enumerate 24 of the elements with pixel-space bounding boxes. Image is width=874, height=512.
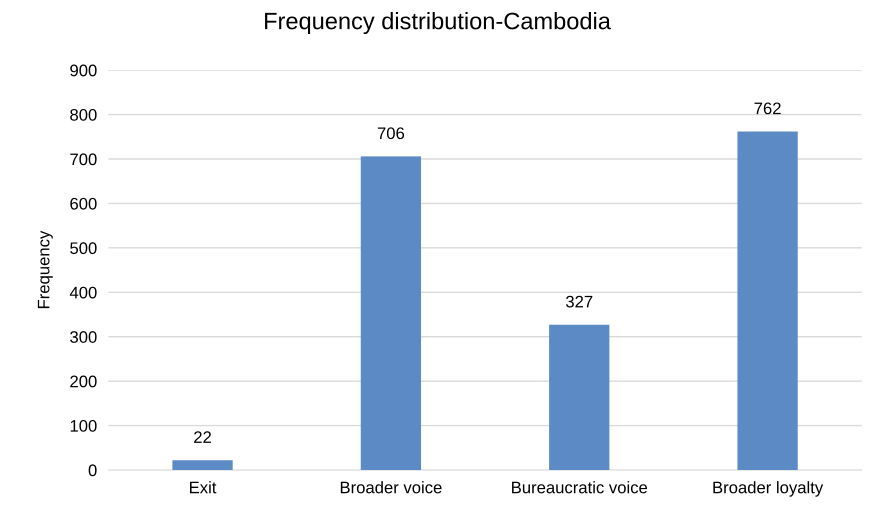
data-label: 762 xyxy=(754,102,781,114)
data-label: 706 xyxy=(378,127,404,140)
data-label: 327 xyxy=(566,296,592,308)
x-tick-label: Broader loyalty xyxy=(713,481,824,497)
y-tick-label: 700 xyxy=(70,153,97,166)
y-tick-label: 900 xyxy=(70,64,97,76)
bar xyxy=(172,460,233,470)
y-tick-label: 100 xyxy=(70,420,97,432)
x-tick-label: Broader voice xyxy=(340,481,442,494)
data-label: 22 xyxy=(194,431,211,443)
y-tick-label: 800 xyxy=(70,108,97,121)
y-tick-label: 600 xyxy=(70,198,97,210)
bar xyxy=(360,156,422,470)
y-tick-label: 500 xyxy=(70,242,97,254)
x-tick-label: Exit xyxy=(190,481,216,494)
x-tick-label: Bureaucratic voice xyxy=(512,481,648,494)
y-axis-title: Frequency xyxy=(38,230,53,308)
chart-title: Frequency distribution-Cambodia xyxy=(265,12,611,34)
y-tick-label: 400 xyxy=(70,286,97,298)
bar xyxy=(737,131,798,470)
y-tick-label: 200 xyxy=(70,376,97,388)
bar xyxy=(549,324,610,470)
y-tick-label: 0 xyxy=(88,464,97,476)
y-tick-label: 300 xyxy=(70,331,97,343)
